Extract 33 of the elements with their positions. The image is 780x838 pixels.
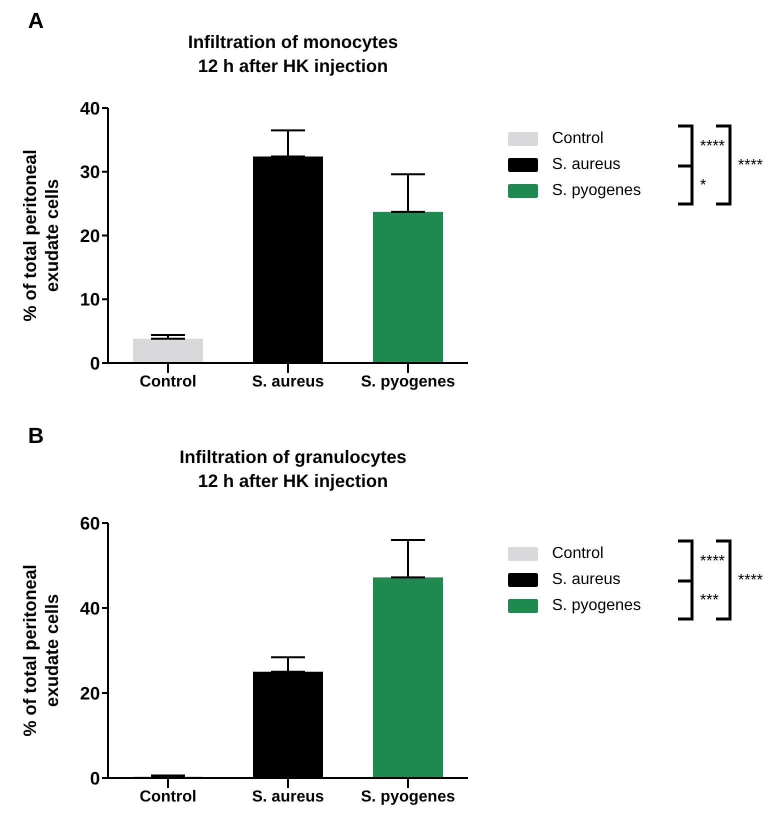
legend-label: S. aureus <box>552 571 620 589</box>
legend-label: S. pyogenes <box>552 597 641 615</box>
x-tick-label: Control <box>140 373 196 390</box>
y-tick-label: 10 <box>80 290 100 310</box>
y-tick-label: 20 <box>80 683 100 704</box>
y-axis-title: % of total peritoneal exudate cells <box>20 149 62 322</box>
text: **** <box>738 572 763 590</box>
legend-label: S. aureus <box>552 156 620 174</box>
text: **** <box>738 157 763 175</box>
y-tick-label: 0 <box>90 353 100 374</box>
chart-title: Infiltration of monocytes 12 h after HK injection <box>186 31 399 78</box>
text: * <box>700 177 706 195</box>
x-tick-label: S. aureus <box>252 373 324 390</box>
y-tick-label: 40 <box>80 598 100 618</box>
y-tick-label: 60 <box>80 513 100 534</box>
x-tick-label: S. aureus <box>252 788 324 806</box>
y-axis-title: % of total peritoneal exudate cells <box>20 564 62 737</box>
y-tick-label: 40 <box>80 98 100 118</box>
text: **** <box>700 553 725 571</box>
x-tick-label: S. pyogenes <box>360 373 456 390</box>
legend-label: Control <box>552 130 604 148</box>
text: B <box>28 423 44 449</box>
text: *** <box>700 592 719 610</box>
legend-label: Control <box>552 545 604 563</box>
x-tick-label: S. pyogenes <box>360 788 456 806</box>
text: **** <box>700 138 725 156</box>
legend-label: S. pyogenes <box>552 182 641 200</box>
x-tick-label: Control <box>140 788 196 806</box>
text: A <box>28 8 44 34</box>
chart-title: Infiltration of granulocytes 12 h after HK injection <box>178 446 408 493</box>
y-tick-label: 30 <box>80 162 100 182</box>
y-tick-label: 0 <box>90 768 100 788</box>
y-tick-label: 20 <box>80 226 100 246</box>
